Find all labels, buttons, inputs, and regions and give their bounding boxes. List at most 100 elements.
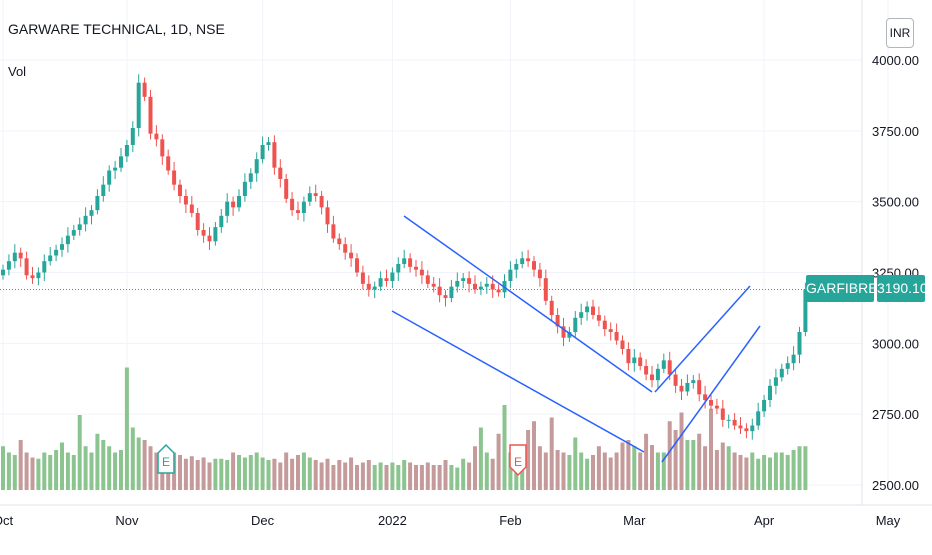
volume-bar: [237, 455, 241, 490]
volume-bar: [337, 460, 342, 490]
trend-line[interactable]: [661, 325, 761, 463]
volume-bar: [661, 452, 666, 490]
volume-bar: [732, 452, 737, 490]
candle-body: [726, 419, 731, 421]
candle-body: [154, 133, 159, 140]
volume-bar: [219, 458, 224, 490]
candle-body: [402, 258, 407, 264]
volume-bar: [496, 433, 501, 490]
candle-body: [679, 385, 684, 392]
candle-body: [555, 315, 560, 327]
candle-body: [437, 286, 442, 296]
candle-body: [290, 198, 295, 211]
candle-body: [655, 368, 660, 381]
candle-body: [620, 340, 625, 349]
volume-bar: [526, 430, 531, 490]
candle-body: [779, 368, 784, 378]
volume-bar: [124, 367, 129, 490]
candle-body: [490, 283, 495, 290]
candle-body: [355, 258, 359, 273]
chart-title: GARWARE TECHNICAL, 1D, NSE: [8, 21, 225, 37]
volume-bar: [195, 460, 200, 490]
trend-line[interactable]: [391, 310, 645, 453]
volume-bar: [443, 460, 448, 490]
candle-body: [785, 363, 790, 369]
volume-bar: [591, 455, 595, 490]
candle-body: [419, 269, 424, 276]
earnings-marker-label: E: [514, 455, 522, 469]
candle-body: [425, 275, 430, 284]
candle-body: [119, 156, 123, 168]
candle-body: [579, 312, 584, 318]
candle-body: [260, 145, 265, 160]
volume-bar: [537, 446, 542, 490]
candle-body: [496, 289, 501, 293]
volume-bar: [803, 446, 808, 490]
volume-bar: [402, 460, 407, 490]
volume-bar: [360, 462, 365, 490]
candle-body: [638, 357, 643, 366]
volume-bar: [602, 452, 607, 490]
x-tick-label: Nov: [115, 513, 139, 528]
volume-bar: [437, 465, 442, 490]
candle-body: [478, 286, 483, 290]
candle-body: [608, 329, 613, 332]
candle-body: [732, 419, 737, 426]
candle-body: [278, 167, 283, 179]
volume-bar: [343, 462, 348, 490]
volume-bar: [608, 457, 613, 490]
y-tick-label: 4000.00: [872, 53, 919, 68]
volume-bar: [390, 462, 395, 490]
candle-body: [54, 249, 59, 256]
volume-bar: [514, 458, 519, 490]
candle-body: [319, 196, 324, 208]
volume-bar: [697, 433, 702, 490]
candle-body: [697, 380, 702, 395]
earnings-marker[interactable]: E: [157, 443, 175, 474]
candle-body: [343, 244, 348, 253]
candle-body: [307, 193, 312, 202]
trend-line[interactable]: [654, 285, 751, 393]
candle-body: [567, 332, 572, 338]
volume-bar: [260, 457, 265, 490]
candle-body: [77, 224, 82, 230]
candle-body: [390, 272, 395, 281]
volume-bar: [54, 450, 59, 490]
earnings-marker[interactable]: E: [509, 444, 527, 477]
volume-bar: [709, 408, 713, 490]
volume-bar: [768, 457, 772, 490]
volume-bar: [408, 462, 413, 490]
candle-body: [18, 252, 23, 259]
volume-bar: [455, 467, 460, 490]
volume-bar: [12, 455, 17, 490]
candle-body: [797, 332, 802, 355]
y-tick-label: 3750.00: [872, 124, 919, 139]
volume-bar: [508, 452, 513, 490]
volume-bar: [585, 458, 590, 490]
volume-bar: [178, 455, 182, 490]
currency-button[interactable]: INR: [886, 18, 914, 48]
volume-bar: [543, 452, 548, 490]
volume-bar: [18, 440, 23, 490]
candle-body: [561, 326, 566, 338]
candle-body: [30, 275, 35, 279]
candle-body: [160, 139, 165, 157]
candle-body: [6, 261, 11, 270]
trend-line[interactable]: [403, 215, 653, 393]
volume-bar: [773, 452, 778, 490]
volume-bar: [284, 452, 289, 490]
volume-bar: [750, 452, 755, 490]
volume-bar: [614, 452, 619, 490]
volume-bar: [89, 452, 94, 490]
candle-body: [148, 96, 153, 134]
candle-body: [532, 261, 536, 270]
volume-bar: [620, 442, 625, 490]
y-tick-label: 2500.00: [872, 478, 919, 493]
candle-body: [691, 380, 696, 383]
candle-body: [484, 283, 489, 287]
candle-body: [1, 269, 5, 276]
volume-bar: [478, 427, 483, 490]
candle-body: [142, 82, 147, 97]
volume-bar: [655, 452, 660, 490]
